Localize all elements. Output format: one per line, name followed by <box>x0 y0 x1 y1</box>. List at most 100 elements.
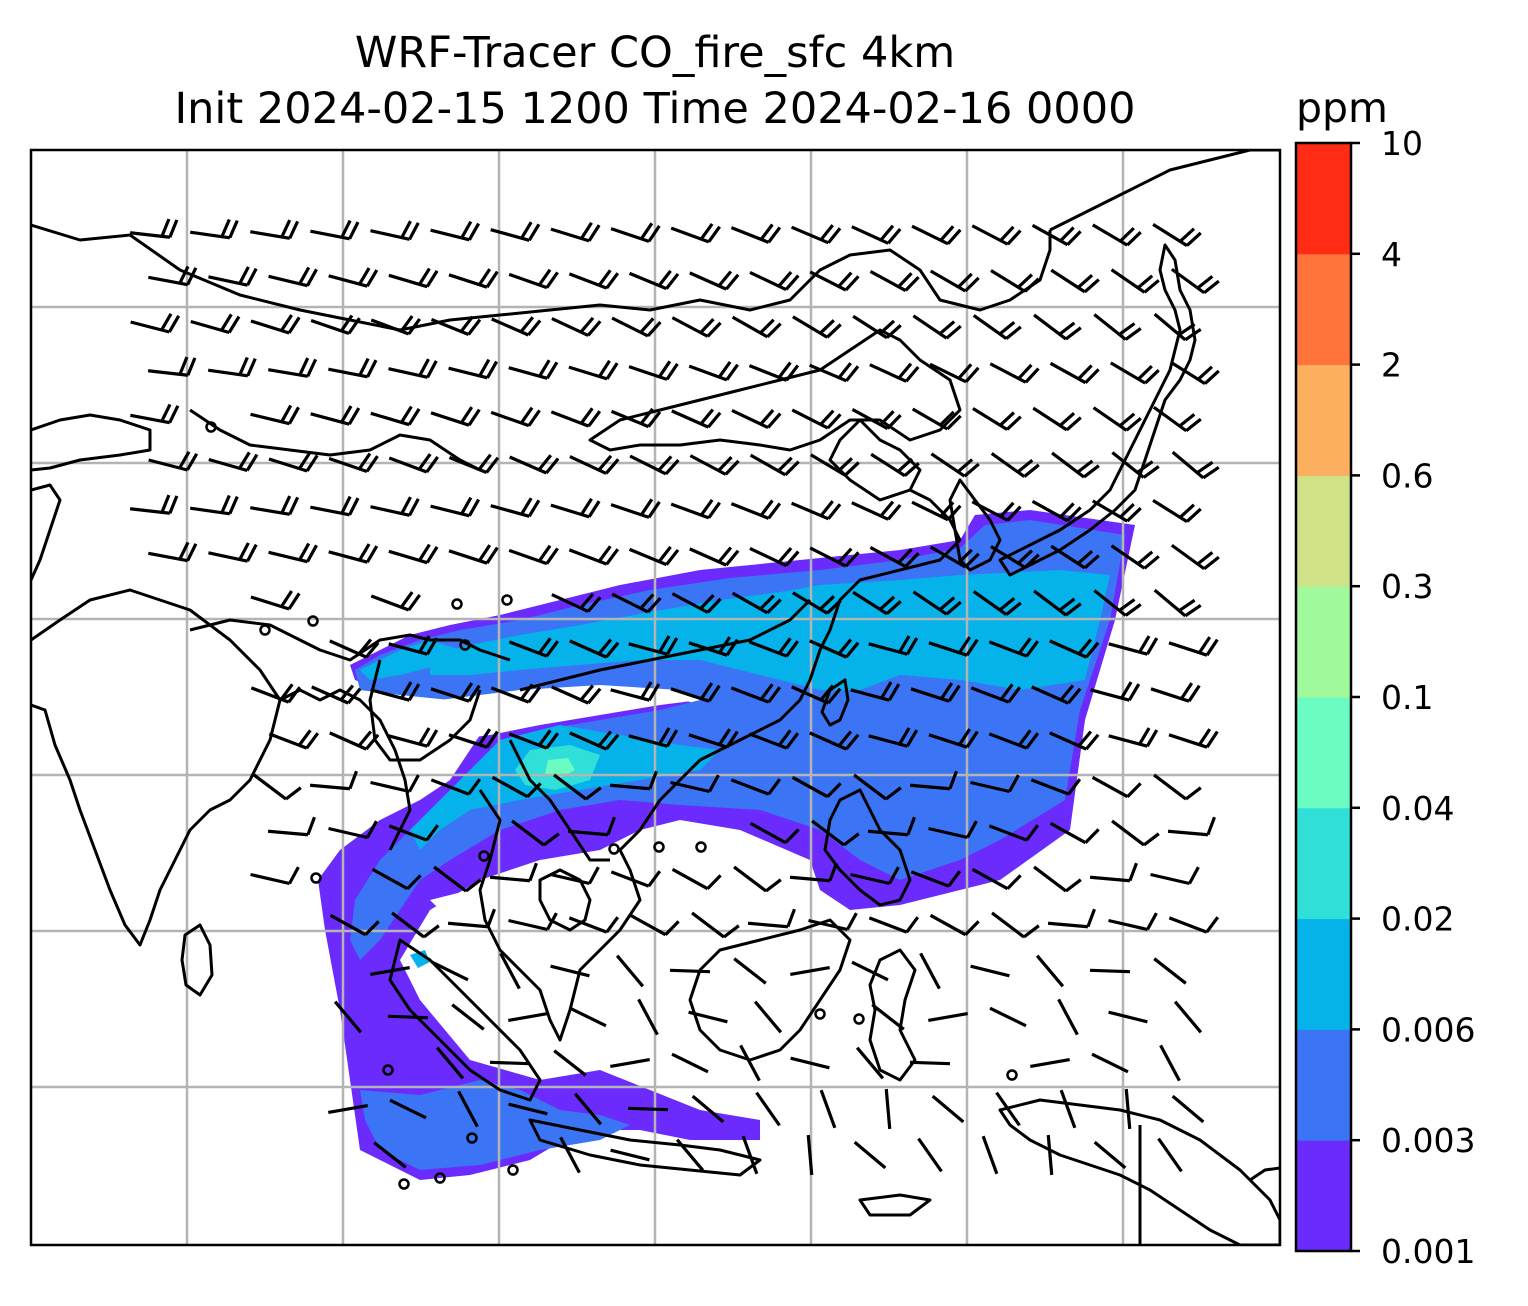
wind-barb-feather <box>542 832 560 847</box>
wind-barb-feather <box>604 458 620 475</box>
wind-barb-feather <box>597 730 613 747</box>
wind-barb <box>1057 998 1079 1036</box>
wind-barb-feather <box>964 920 980 936</box>
wind-barb-feather <box>406 874 422 890</box>
wind-barb-feather <box>706 321 722 338</box>
wind-barb-feather <box>938 596 956 611</box>
wind-barb-feather <box>905 729 919 747</box>
wind-barb-feather <box>837 362 852 379</box>
wind-barb-feather <box>425 824 440 842</box>
wind-barb-feather <box>238 266 250 285</box>
colorbar-bin <box>1296 253 1351 366</box>
wind-barb-feather <box>886 227 902 245</box>
wind-barb-feather <box>639 407 654 425</box>
wind-barb-feather <box>340 405 353 423</box>
wind-barb-feather <box>897 362 913 380</box>
wind-barb-feather <box>1126 507 1142 523</box>
wind-barb-feather <box>819 500 834 517</box>
wind-barb-feather <box>1022 924 1040 939</box>
wind-barb-feather <box>1005 601 1022 616</box>
wind-barb-feather <box>279 683 294 701</box>
wind-barb <box>1059 1089 1077 1129</box>
wind-barb <box>733 957 767 985</box>
wind-barb-feather <box>699 593 715 610</box>
coastline-arabia <box>31 413 152 472</box>
wind-barb-feather <box>280 219 292 238</box>
wind-barb-feather <box>1198 636 1212 654</box>
wind-barb-feather <box>245 453 259 472</box>
wind-barb <box>819 1089 837 1129</box>
wind-barb-feather <box>964 552 980 569</box>
wind-barb-feather <box>584 786 602 801</box>
wind-barb-feather <box>964 276 980 293</box>
wind-barb-feather <box>945 600 962 616</box>
wind-barb-feather <box>1203 369 1220 385</box>
wind-barb-feather <box>639 317 655 334</box>
wind-barb-feather <box>725 638 739 657</box>
wind-barb-feather <box>418 358 430 377</box>
wind-barb-feather <box>828 862 838 882</box>
wind-barb-feather <box>725 549 740 567</box>
wind-barb-feather <box>1124 327 1142 341</box>
coastline-japan <box>998 243 1197 577</box>
wind-barb-feather <box>526 782 542 798</box>
wind-barb-feather <box>767 226 782 244</box>
wind-barb <box>371 867 409 891</box>
colorbar-tick-label: 0.1 <box>1381 678 1433 717</box>
wind-barb-feather <box>1064 326 1082 341</box>
wind-barb-feather <box>827 687 842 705</box>
wind-barb-feather <box>1017 729 1032 747</box>
wind-barb-feather <box>837 638 853 655</box>
wind-barb <box>755 1091 781 1127</box>
wind-barb-feather <box>605 733 620 751</box>
wind-barb-feather <box>885 324 902 339</box>
wind-barb-feather <box>587 687 602 705</box>
wind-barb-feather <box>366 820 378 839</box>
wind-barb-feather <box>1118 598 1136 612</box>
wind-barb <box>511 819 545 847</box>
wind-barb <box>267 829 309 837</box>
wind-barb-feather <box>587 224 601 242</box>
wind-barb-feather <box>597 638 613 655</box>
wind-barb-feather <box>186 357 197 376</box>
coastline-bohai <box>828 418 922 502</box>
wind-barb <box>559 1136 581 1174</box>
wind-barb-feather <box>1179 227 1196 243</box>
wind-barb <box>691 911 725 939</box>
wind-barb-feather <box>478 544 492 562</box>
wind-barb-feather <box>777 637 792 655</box>
wind-barb-feather <box>246 267 258 286</box>
wind-barb-feather <box>639 593 655 610</box>
wind-barb <box>868 916 908 934</box>
wind-barb-feather <box>400 496 412 515</box>
wind-barb-feather <box>580 221 593 240</box>
wind-barb <box>669 968 711 974</box>
wind-barb-feather <box>657 455 673 472</box>
wind-barb-feather <box>519 683 534 701</box>
wind-barb-feather <box>168 405 180 424</box>
wind-barb-feather <box>1077 273 1094 289</box>
wind-barb-feather <box>784 460 800 476</box>
wind-barb-feather <box>647 410 662 428</box>
wind-barb-feather <box>1005 415 1022 431</box>
wind-barb-feather <box>1017 637 1032 655</box>
wind-barb-feather <box>1196 551 1214 566</box>
wind-barb-feather <box>767 686 782 704</box>
wind-barb-feather <box>538 544 552 562</box>
wind-barb-feather <box>545 640 560 658</box>
wind-barb-feather <box>964 366 980 383</box>
wind-barb-feather <box>280 495 292 514</box>
wind-barb-feather <box>1059 684 1075 701</box>
wind-barb-feather <box>1202 465 1220 480</box>
wind-barb-feather <box>759 594 775 611</box>
wind-barb-feather <box>1023 277 1040 293</box>
wind-barb-feather <box>605 272 620 290</box>
wind-barb-feather <box>227 315 241 334</box>
wind-barb-feather <box>718 636 732 654</box>
wind-barb <box>373 1141 407 1169</box>
wind-barb <box>910 870 950 888</box>
wind-barb-feather <box>826 323 842 339</box>
wind-barb <box>1091 775 1129 799</box>
wind-barb-feather <box>167 315 181 333</box>
wind-barb-feather <box>545 271 559 289</box>
